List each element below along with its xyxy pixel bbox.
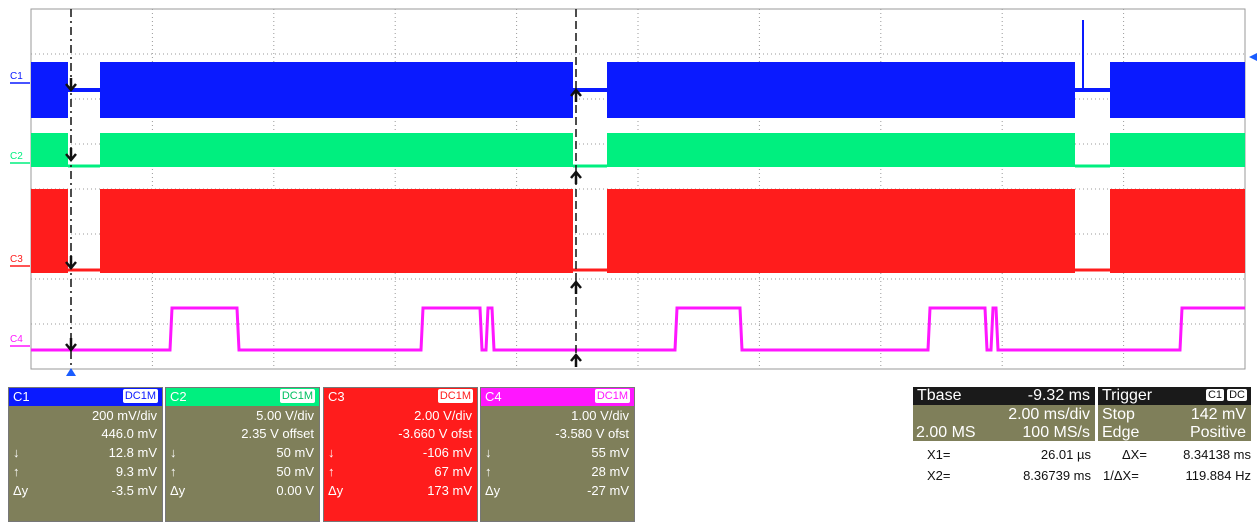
up-arrow-icon: ↑: [170, 464, 177, 479]
trigger-source-badge: C1 DC: [1205, 388, 1247, 403]
trigger-position-marker-icon: [66, 368, 76, 376]
cursor-down-arrow-icon: [65, 256, 77, 270]
trigger-panel[interactable]: Trigger C1 DC Stop 142 mV Edge Positive: [1098, 387, 1251, 441]
cursor-up-arrow-icon: [570, 280, 582, 294]
cursor-lines[interactable]: [65, 9, 1257, 376]
sample-rate: 100 MS/s: [1022, 424, 1090, 441]
delta-y-label: Δy: [13, 483, 29, 498]
cursor-down-arrow-icon: [65, 148, 77, 162]
cursor-up-value: 50 mV: [276, 464, 314, 479]
c3-trace-band: [31, 189, 68, 273]
coupling-badge: DC1M: [437, 389, 473, 403]
delta-x-value: 8.34138 ms: [1183, 447, 1251, 462]
c1-trace-band: [31, 62, 68, 118]
cursor-down-arrow-icon: [65, 338, 77, 352]
cursor-down-arrow-icon: [65, 78, 77, 92]
c1-trace-band: [100, 62, 573, 118]
timebase-label: Tbase: [917, 387, 962, 404]
inverse-delta-x-label: 1/ΔX=: [1103, 468, 1139, 483]
up-arrow-icon: ↑: [13, 464, 20, 479]
down-arrow-icon: ↓: [485, 445, 492, 460]
c2-trace-band: [31, 133, 68, 167]
volts-per-div: 2.00 V/div: [414, 408, 472, 423]
trace-label-c2: C2: [10, 151, 23, 162]
cursor-down-value: 50 mV: [276, 445, 314, 460]
delta-y-label: Δy: [170, 483, 186, 498]
offset-value: 2.35 V offset: [241, 426, 314, 441]
trace-label-c3: C3: [10, 254, 23, 265]
cursor-down-value: 12.8 mV: [108, 445, 157, 460]
trigger-mode: Stop: [1102, 406, 1135, 423]
x2-value: 8.36739 ms: [1023, 468, 1091, 483]
waveform-display[interactable]: C1 C2 C3 C4: [0, 0, 1257, 380]
timebase-delay: -9.32 ms: [1027, 387, 1090, 404]
delta-y-value: 0.00 V: [276, 483, 314, 498]
c1-trace-band: [607, 62, 1075, 118]
up-arrow-icon: ↑: [485, 464, 492, 479]
trigger-level: 142 mV: [1190, 406, 1246, 423]
trigger-coupling: DC: [1227, 389, 1247, 401]
trace-label-c4: C4: [10, 334, 23, 345]
trace-label-c1: C1: [10, 71, 23, 82]
c2-trace-band: [100, 133, 573, 167]
channel-2-panel[interactable]: C2 DC1M 5.00 V/div 2.35 V offset ↓ 50 mV…: [165, 387, 320, 522]
trigger-source: C1: [1205, 389, 1225, 401]
offset-value: 446.0 mV: [101, 426, 157, 441]
c3-trace-band: [1110, 189, 1245, 273]
cursor-up-value: 9.3 mV: [115, 464, 157, 479]
cursor-down-value: 55 mV: [591, 445, 629, 460]
time-per-div: 2.00 ms/div: [1008, 406, 1090, 423]
cursor-up-arrow-icon: [570, 88, 582, 102]
coupling-badge: DC1M: [279, 389, 315, 403]
cursor-up-arrow-icon: [570, 170, 582, 184]
cursor-up-arrow-icon: [570, 353, 582, 367]
sample-count: 2.00 MS: [916, 424, 976, 441]
delta-y-label: Δy: [485, 483, 501, 498]
c2-trace-band: [1110, 133, 1245, 167]
channel-name: C1: [13, 389, 30, 404]
c2-trace-band: [607, 133, 1075, 167]
delta-y-value: -3.5 mV: [111, 483, 157, 498]
volts-per-div: 200 mV/div: [91, 408, 157, 423]
channel-name: C2: [170, 389, 187, 404]
channel-4-panel[interactable]: C4 DC1M 1.00 V/div -3.580 V ofst ↓ 55 mV…: [480, 387, 635, 522]
offset-value: -3.660 V ofst: [398, 426, 472, 441]
trigger-type: Edge: [1102, 424, 1140, 441]
channel-name: C3: [328, 389, 345, 404]
channel-3-panel[interactable]: C3 DC1M 2.00 V/div -3.660 V ofst ↓ -106 …: [323, 387, 478, 522]
coupling-badge: DC1M: [594, 389, 630, 403]
trace-labels: C1 C2 C3 C4: [10, 71, 30, 347]
delta-x-label: ΔX=: [1122, 447, 1147, 462]
cursor-up-value: 28 mV: [591, 464, 629, 479]
delta-y-label: Δy: [328, 483, 344, 498]
waveform-traces: [31, 20, 1245, 352]
inverse-delta-x-value: 119.884 Hz: [1185, 468, 1251, 483]
channel-1-panel[interactable]: C1 DC1M 200 mV/div 446.0 mV ↓ 12.8 mV ↑ …: [8, 387, 163, 522]
up-arrow-icon: ↑: [328, 464, 335, 479]
down-arrow-icon: ↓: [170, 445, 177, 460]
volts-per-div: 5.00 V/div: [256, 408, 314, 423]
cursor-down-value: -106 mV: [422, 445, 472, 460]
c3-trace-band: [100, 189, 573, 273]
x1-value: 26.01 µs: [1040, 447, 1091, 462]
trigger-label: Trigger: [1102, 387, 1153, 404]
cursor-up-value: 67 mV: [434, 464, 472, 479]
down-arrow-icon: ↓: [328, 445, 335, 460]
offset-value: -3.580 V ofst: [555, 426, 629, 441]
x2-label: X2=: [927, 468, 951, 483]
trigger-level-marker-icon: [1249, 53, 1257, 61]
volts-per-div: 1.00 V/div: [571, 408, 629, 423]
c3-trace-band: [607, 189, 1075, 273]
timebase-panel[interactable]: Tbase -9.32 ms 2.00 ms/div 2.00 MS 100 M…: [913, 387, 1095, 441]
channel-name: C4: [485, 389, 502, 404]
x1-label: X1=: [927, 447, 951, 462]
down-arrow-icon: ↓: [13, 445, 20, 460]
coupling-badge: DC1M: [122, 389, 158, 403]
delta-y-value: -27 mV: [587, 483, 629, 498]
c4-trace: [31, 306, 1245, 352]
delta-y-value: 173 mV: [427, 483, 472, 498]
trigger-slope: Positive: [1189, 424, 1246, 441]
c1-trace-band: [1110, 62, 1245, 118]
